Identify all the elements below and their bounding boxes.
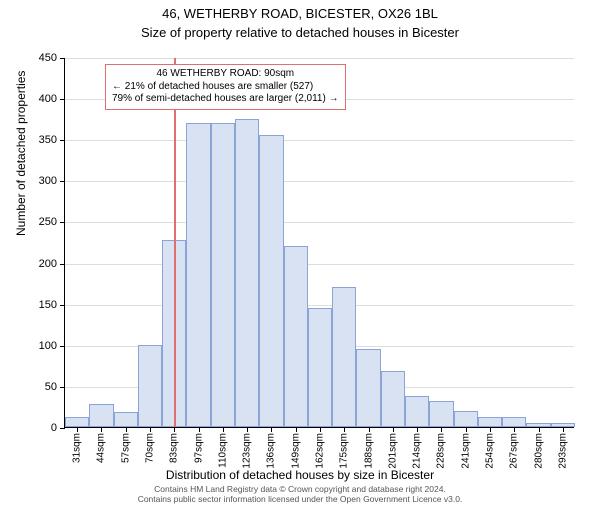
x-axis-title: Distribution of detached houses by size … xyxy=(0,468,600,482)
y-tick-label: 250 xyxy=(39,216,57,228)
histogram-bar xyxy=(332,287,356,427)
histogram-bar xyxy=(284,246,308,427)
y-tick xyxy=(60,222,65,223)
y-tick-label: 150 xyxy=(39,299,57,311)
x-tick xyxy=(466,427,467,432)
footer-line-2: Contains public sector information licen… xyxy=(0,494,600,504)
gridline xyxy=(65,305,574,306)
x-tick xyxy=(126,427,127,432)
histogram-bar xyxy=(114,412,138,427)
page-title: 46, WETHERBY ROAD, BICESTER, OX26 1BL xyxy=(0,6,600,23)
x-tick xyxy=(271,427,272,432)
gridline xyxy=(65,222,574,223)
x-tick-label: 214sqm xyxy=(412,433,423,469)
histogram-bar xyxy=(405,396,429,427)
annotation-line: 46 WETHERBY ROAD: 90sqm xyxy=(112,68,339,81)
y-tick-label: 350 xyxy=(39,134,57,146)
x-tick-label: 123sqm xyxy=(242,433,253,469)
footer-line-1: Contains HM Land Registry data © Crown c… xyxy=(0,484,600,494)
x-tick xyxy=(369,427,370,432)
x-tick-label: 228sqm xyxy=(436,433,447,469)
x-tick-label: 188sqm xyxy=(363,433,374,469)
x-tick xyxy=(247,427,248,432)
histogram-bar xyxy=(211,123,235,427)
x-tick xyxy=(344,427,345,432)
x-tick xyxy=(150,427,151,432)
x-tick-label: 83sqm xyxy=(169,433,180,463)
x-tick-label: 110sqm xyxy=(217,433,228,468)
y-tick-label: 300 xyxy=(39,175,57,187)
histogram-bar xyxy=(502,417,526,427)
y-tick-label: 450 xyxy=(39,52,57,64)
page-subtitle: Size of property relative to detached ho… xyxy=(0,25,600,40)
gridline xyxy=(65,140,574,141)
x-tick xyxy=(441,427,442,432)
y-tick xyxy=(60,58,65,59)
histogram-bar xyxy=(186,123,210,427)
annotation-box: 46 WETHERBY ROAD: 90sqm← 21% of detached… xyxy=(105,64,346,110)
y-tick xyxy=(60,428,65,429)
y-tick xyxy=(60,99,65,100)
x-tick-label: 254sqm xyxy=(485,433,496,469)
histogram-bar xyxy=(308,308,332,427)
y-tick-label: 400 xyxy=(39,93,57,105)
gridline xyxy=(65,58,574,59)
x-tick-label: 57sqm xyxy=(120,433,131,463)
x-tick-label: 175sqm xyxy=(339,433,350,469)
x-tick-label: 70sqm xyxy=(145,433,156,463)
annotation-line: 79% of semi-detached houses are larger (… xyxy=(112,93,339,106)
x-tick-label: 44sqm xyxy=(96,433,107,463)
reference-line xyxy=(174,58,176,427)
histogram-bar xyxy=(235,119,259,427)
x-tick-label: 293sqm xyxy=(557,433,568,469)
x-tick xyxy=(296,427,297,432)
x-tick xyxy=(174,427,175,432)
histogram-bar xyxy=(478,417,502,427)
x-tick xyxy=(490,427,491,432)
gridline xyxy=(65,181,574,182)
annotation-line: ← 21% of detached houses are smaller (52… xyxy=(112,81,339,94)
x-tick xyxy=(77,427,78,432)
histogram-bar xyxy=(138,345,162,427)
x-tick xyxy=(223,427,224,432)
y-tick xyxy=(60,346,65,347)
y-tick xyxy=(60,305,65,306)
x-tick xyxy=(393,427,394,432)
x-tick xyxy=(417,427,418,432)
x-tick-label: 149sqm xyxy=(290,433,301,469)
histogram-bar xyxy=(65,417,89,427)
x-tick xyxy=(563,427,564,432)
y-tick-label: 200 xyxy=(39,258,57,270)
x-tick-label: 31sqm xyxy=(72,433,83,463)
y-tick xyxy=(60,387,65,388)
x-tick-label: 97sqm xyxy=(193,433,204,463)
y-tick xyxy=(60,140,65,141)
histogram-bar xyxy=(356,349,380,427)
x-tick xyxy=(539,427,540,432)
histogram-bar xyxy=(89,404,113,427)
y-tick xyxy=(60,181,65,182)
y-tick-label: 50 xyxy=(45,381,57,393)
x-tick-label: 241sqm xyxy=(460,433,471,469)
x-tick-label: 162sqm xyxy=(315,433,326,469)
histogram-bar xyxy=(381,371,405,427)
y-tick-label: 0 xyxy=(51,422,57,434)
footer-attribution: Contains HM Land Registry data © Crown c… xyxy=(0,484,600,504)
histogram-bar xyxy=(429,401,453,427)
x-tick-label: 136sqm xyxy=(266,433,277,469)
x-tick-label: 267sqm xyxy=(509,433,520,469)
y-tick xyxy=(60,264,65,265)
x-tick xyxy=(514,427,515,432)
gridline xyxy=(65,264,574,265)
x-tick-label: 280sqm xyxy=(533,433,544,469)
y-tick-label: 100 xyxy=(39,340,57,352)
histogram-bar xyxy=(454,411,478,427)
x-tick xyxy=(101,427,102,432)
histogram-bar xyxy=(259,135,283,427)
histogram-chart: 05010015020025030035040045031sqm44sqm57s… xyxy=(64,58,574,428)
x-tick xyxy=(199,427,200,432)
y-axis-title: Number of detached properties xyxy=(14,71,28,236)
x-tick xyxy=(320,427,321,432)
x-tick-label: 201sqm xyxy=(387,433,398,469)
